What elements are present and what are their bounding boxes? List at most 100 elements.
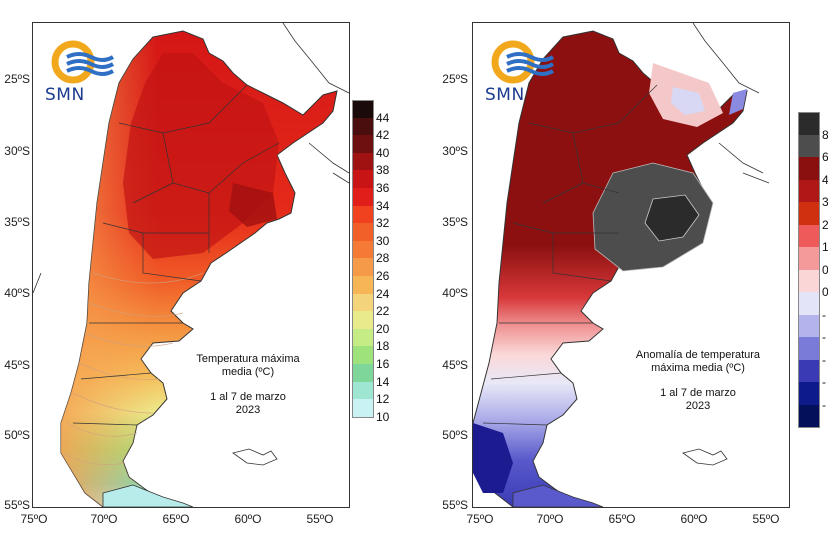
legend-tick-label: - — [822, 375, 826, 389]
legend-swatch — [352, 223, 374, 241]
temperature-map-frame: SMN Temperatura máxima media (ºC) 1 al 7… — [32, 22, 350, 508]
legend-swatch — [798, 224, 820, 247]
legend-swatch — [352, 311, 374, 329]
neighbor-borders — [692, 23, 770, 184]
date-line-1: 1 al 7 de marzo — [210, 391, 286, 403]
legend-swatch — [798, 202, 820, 225]
legend-swatch — [352, 205, 374, 224]
temperature-map-title: Temperatura máxima media (ºC) 1 al 7 de … — [183, 353, 313, 417]
far-northeast-blue — [729, 89, 747, 115]
legend-swatch — [352, 170, 374, 188]
anomaly-map-panel: SMN Anomalía de temperatura máxima media… — [414, 0, 828, 548]
legend-swatch — [798, 292, 820, 315]
lon-label: 55ºO — [306, 512, 334, 526]
argentina-shape — [473, 30, 748, 507]
legend-tick-label: - — [822, 307, 826, 322]
legend-swatch — [352, 276, 374, 294]
lon-label: 55ºO — [752, 512, 780, 526]
lat-label: 30ºS — [4, 144, 30, 158]
title-line-1: Anomalía de temperatura — [635, 349, 761, 361]
northeast-cold-spot — [671, 87, 705, 115]
legend-swatch — [352, 135, 374, 153]
lat-label: 30ºS — [442, 144, 468, 158]
peak-anomaly-region — [644, 194, 700, 242]
legend-tick-label: 36 — [376, 181, 390, 195]
legend-swatch — [798, 157, 820, 180]
legend-tick-label: 40 — [376, 145, 390, 160]
legend-tick-label: 44 — [376, 110, 390, 125]
lat-label: 50ºS — [442, 428, 468, 442]
smn-logo-text: SMN — [45, 85, 85, 105]
legend-swatch — [352, 152, 374, 171]
lat-label: 40ºS — [442, 286, 468, 300]
smn-logo-icon — [491, 40, 555, 84]
lon-label: 65ºO — [608, 512, 636, 526]
legend-tick-label: 10 — [376, 409, 390, 424]
province-borders — [482, 84, 658, 426]
title-line-1: Temperatura máxima — [196, 353, 300, 365]
legend-tick-label: 3 — [822, 195, 828, 209]
legend-tick-label: 42 — [376, 128, 390, 143]
anomaly-map-frame: SMN Anomalía de temperatura máxima media… — [472, 22, 790, 508]
legend-tick-label: 28 — [376, 251, 390, 266]
legend-swatch — [798, 382, 820, 405]
legend-swatch — [352, 293, 374, 312]
lon-label: 65ºO — [162, 512, 190, 526]
lat-label: 40ºS — [4, 286, 30, 300]
legend-swatch — [798, 359, 820, 382]
legend-tick-label: - — [822, 397, 826, 412]
legend-tick-label: 2 — [822, 217, 828, 232]
date-line-1: 1 al 7 de marzo — [660, 387, 736, 399]
anomaly-map-title: Anomalía de temperatura máxima media (ºC… — [623, 349, 773, 413]
hot-spot-east — [229, 183, 277, 227]
lat-label: 55ºS — [442, 498, 468, 512]
smn-logo — [487, 37, 557, 107]
legend-tick-label: - — [822, 330, 826, 344]
lat-label: 50ºS — [4, 428, 30, 442]
smn-logo — [47, 37, 117, 107]
lon-label: 75ºO — [20, 512, 48, 526]
lat-label: 25ºS — [442, 72, 468, 86]
legend-swatch — [798, 404, 820, 428]
legend-swatch — [798, 337, 820, 360]
isotherm-lines — [62, 272, 204, 465]
legend-swatch — [352, 364, 374, 382]
tierra-del-fuego — [102, 484, 194, 507]
tierra-del-fuego — [512, 484, 604, 507]
lat-label: 45ºS — [442, 358, 468, 372]
legend-tick-label: 0 — [822, 285, 828, 299]
legend-swatch — [352, 117, 374, 136]
southwest-cold-region — [473, 423, 513, 493]
date-line-2: 2023 — [685, 400, 711, 412]
legend-swatch — [798, 112, 820, 136]
legend-swatch — [352, 258, 374, 276]
legend-tick-label: 14 — [376, 374, 390, 389]
lat-label: 35ºS — [442, 215, 468, 229]
legend-tick-label: 38 — [376, 163, 390, 178]
lat-label: 45ºS — [4, 358, 30, 372]
anomaly-legend: 8 6 4 3 2 1 0 0 - - - - - — [798, 112, 828, 434]
legend-swatch — [352, 328, 374, 347]
legend-tick-label: 4 — [822, 172, 828, 187]
legend-tick-label: 8 — [822, 127, 828, 142]
falklands-islands — [232, 448, 278, 466]
legend-tick-label: 12 — [376, 392, 390, 407]
legend-tick-label: 30 — [376, 233, 390, 248]
legend-tick-label: 0 — [822, 262, 828, 277]
legend-tick-label: 1 — [822, 240, 828, 254]
legend-tick-label: 6 — [822, 150, 828, 164]
legend-tick-label: 20 — [376, 321, 390, 336]
smn-logo-icon — [51, 40, 115, 84]
neighbor-borders — [33, 23, 349, 294]
lon-label: 70ºO — [90, 512, 118, 526]
anomaly-map — [473, 23, 770, 507]
lon-label: 70ºO — [536, 512, 564, 526]
temperature-legend: 44 42 40 38 36 34 32 30 28 26 24 22 20 18 16 14 12 10 — [352, 100, 412, 424]
lon-label: 60ºO — [680, 512, 708, 526]
legend-tick-label: 26 — [376, 269, 390, 283]
smn-logo-text: SMN — [485, 85, 525, 105]
legend-swatch — [352, 346, 374, 364]
legend-tick-label: 16 — [376, 357, 390, 371]
legend-swatch — [352, 399, 374, 418]
temperature-map — [33, 23, 349, 507]
